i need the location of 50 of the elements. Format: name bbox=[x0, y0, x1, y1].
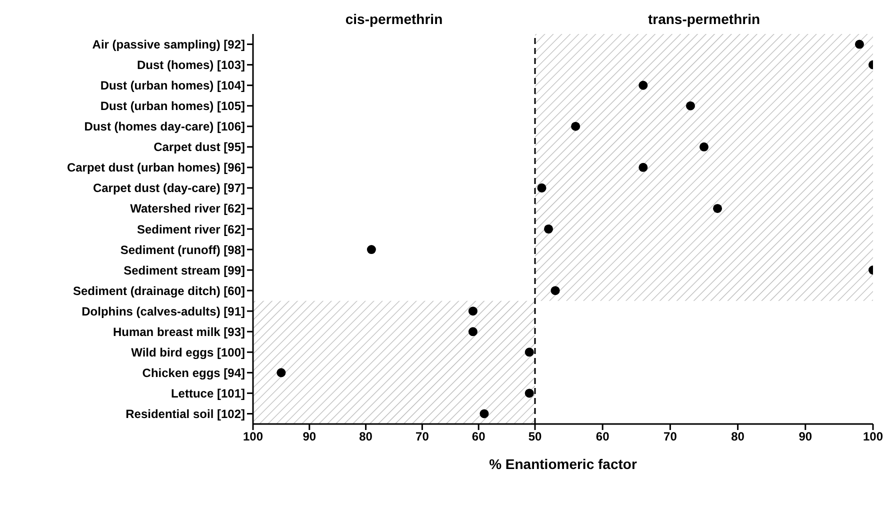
point bbox=[524, 348, 534, 357]
chart-title: trans-permethrin bbox=[646, 10, 762, 29]
y-tick-label: Carpet dust [95] bbox=[154, 140, 245, 154]
point bbox=[854, 40, 864, 49]
y-tick-label: Wild bird eggs [100] bbox=[131, 345, 246, 360]
point bbox=[366, 245, 376, 254]
y-tick-label: Sediment (drainage ditch) [60] bbox=[72, 284, 245, 298]
y-tick-label: Carpet dust (day-care) [97] bbox=[92, 181, 245, 196]
y-tick-label: Dust (homes day-care) [106] bbox=[84, 120, 245, 134]
y-tick-label: Carpet dust (urban homes) [96] bbox=[66, 160, 245, 175]
x-tick-label: 80 bbox=[731, 430, 745, 444]
y-tick-label: Lettuce [101] bbox=[170, 386, 245, 400]
x-tick-label: 90 bbox=[302, 430, 316, 444]
point bbox=[468, 327, 478, 336]
point bbox=[713, 204, 722, 213]
x-tick-label: 100 bbox=[862, 430, 884, 444]
point bbox=[468, 306, 478, 316]
y-tick-label: Dust (urban homes) [105] bbox=[100, 99, 245, 114]
point bbox=[686, 101, 695, 110]
y-tick-label: Dust (homes) [103] bbox=[136, 58, 245, 72]
point bbox=[638, 162, 648, 172]
y-tick-label: Sediment stream [99] bbox=[124, 263, 245, 278]
y-tick-label: Chicken eggs [94] bbox=[142, 366, 245, 380]
point bbox=[571, 122, 580, 131]
y-tick-label: Sediment river [62] bbox=[136, 222, 245, 236]
y-tick-label: Sediment (runoff) [98] bbox=[120, 242, 245, 257]
y-tick-label: Air (passive sampling) [92] bbox=[92, 38, 245, 52]
point bbox=[638, 80, 648, 90]
x-tick-label: 70 bbox=[664, 430, 678, 444]
x-tick-label: 70 bbox=[416, 430, 430, 444]
x-tick-label: 100 bbox=[242, 430, 264, 444]
point bbox=[537, 183, 546, 192]
chart-title: cis-permethrin bbox=[344, 10, 444, 29]
x-tick-label: 50 bbox=[528, 430, 542, 444]
x-tick-label: 90 bbox=[798, 430, 812, 444]
x-axis-title: % Enantiomeric factor bbox=[488, 456, 638, 472]
point bbox=[480, 409, 489, 418]
point bbox=[276, 368, 286, 378]
y-tick-label: Dust (urban homes) [104] bbox=[100, 78, 245, 93]
x-tick-label: 80 bbox=[359, 430, 373, 444]
x-tick-label: 60 bbox=[472, 430, 486, 444]
point bbox=[550, 286, 560, 296]
y-tick-label: Watershed river [62] bbox=[130, 202, 245, 216]
point bbox=[699, 142, 709, 152]
x-tick-label: 60 bbox=[596, 430, 610, 444]
y-tick-label: Dolphins (calves-adults) [91] bbox=[82, 304, 245, 318]
point bbox=[524, 388, 534, 398]
y-tick-label: Residential soil [102] bbox=[126, 406, 245, 421]
y-tick-label: Human breast milk [93] bbox=[112, 324, 245, 339]
point bbox=[544, 224, 554, 234]
